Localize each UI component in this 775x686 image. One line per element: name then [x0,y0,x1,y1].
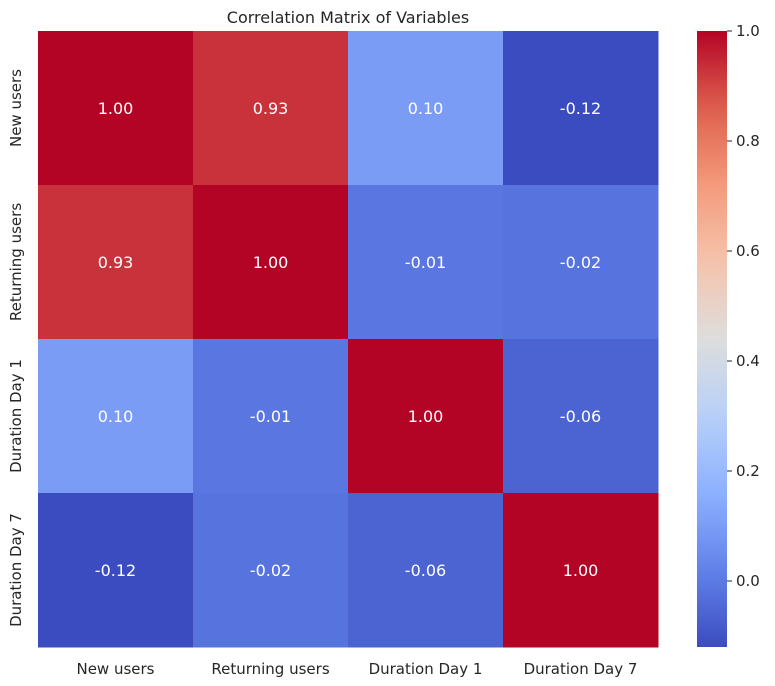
cell-value-label: 0.10 [98,407,134,426]
heatmap-cell [38,185,194,340]
colorbar-tick-label: 0.0 [736,572,760,590]
cell-value-label: -0.12 [560,99,601,118]
heatmap-cell [38,493,194,648]
cell-value-label: 0.93 [98,253,134,272]
cell-value-label: -0.06 [560,407,601,426]
heatmap-cell [503,31,659,186]
heatmap-cell [193,185,349,340]
cell-value-label: 1.00 [253,253,289,272]
heatmap-cell [503,493,659,648]
heatmap-cell [193,493,349,648]
cell-value-label: -0.01 [405,253,446,272]
x-tick-label: Duration Day 7 [524,660,638,678]
colorbar-tick-label: 1.0 [736,22,760,40]
heatmap-cell [348,185,504,340]
cell-value-label: -0.12 [95,561,136,580]
cell-value-label: 1.00 [563,561,599,580]
cell-value-label: 1.00 [98,99,134,118]
heatmap-cell [193,339,349,494]
heatmap-cell [348,493,504,648]
cell-value-label: 0.93 [253,99,289,118]
y-tick-label: Returning users [7,203,25,321]
chart-title: Correlation Matrix of Variables [227,8,469,27]
x-tick-label: Returning users [211,660,329,678]
heatmap-grid [38,31,659,648]
heatmap-cell [348,339,504,494]
heatmap-cell [348,31,504,186]
colorbar-ticks: 0.0 0.2 0.4 0.6 0.8 1.0 [727,22,760,590]
heatmap-cell [38,339,194,494]
y-tick-label: Duration Day 7 [7,513,25,627]
cell-value-label: 0.10 [408,99,444,118]
heatmap-cell [193,31,349,186]
y-tick-label: Duration Day 1 [7,359,25,473]
x-axis-tick-labels: New users Returning users Duration Day 1 Du… [76,660,637,678]
y-tick-label: New users [7,69,25,147]
colorbar-tick-label: 0.6 [736,242,760,260]
colorbar-tick-label: 0.2 [736,462,760,480]
x-tick-label: Duration Day 1 [369,660,483,678]
cell-value-label: -0.02 [250,561,291,580]
heatmap-cell [503,185,659,340]
y-axis-tick-labels: New users Returning users Duration Day 1 Du… [7,69,25,627]
x-tick-label: New users [76,660,154,678]
cell-value-label: 1.00 [408,407,444,426]
heatmap-cell [503,339,659,494]
colorbar [697,31,727,647]
heatmap-annotations: 1.00 0.93 0.10 -0.12 0.93 1.00 -0.01 -0.02 0.10 -… [95,99,601,580]
cell-value-label: -0.01 [250,407,291,426]
cell-value-label: -0.06 [405,561,446,580]
heatmap-cell [38,31,194,186]
colorbar-tick-label: 0.4 [736,352,760,370]
cell-value-label: -0.02 [560,253,601,272]
colorbar-tick-label: 0.8 [736,132,760,150]
